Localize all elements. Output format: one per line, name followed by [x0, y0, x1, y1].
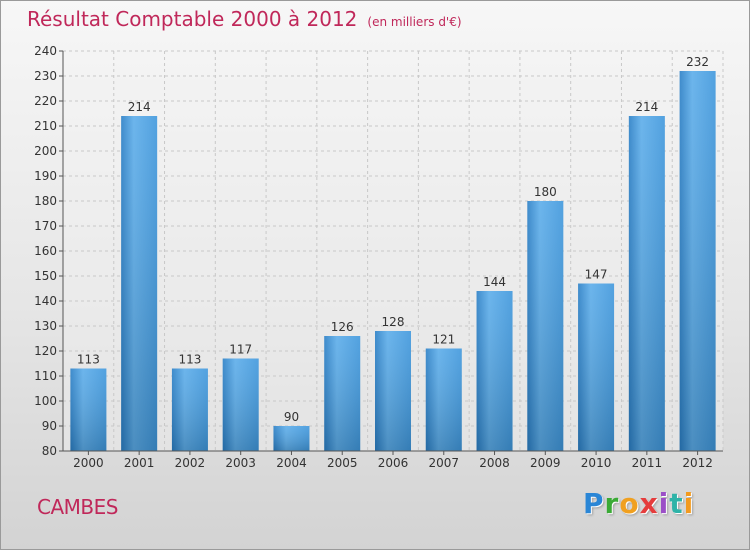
y-tick-label: 110: [34, 369, 57, 383]
bar-value-label: 232: [686, 55, 709, 69]
y-tick-label: 220: [34, 94, 57, 108]
bar-value-label: 180: [534, 185, 557, 199]
y-tick-label: 150: [34, 269, 57, 283]
y-tick-label: 130: [34, 319, 57, 333]
y-tick-label: 160: [34, 244, 57, 258]
y-tick-label: 80: [42, 444, 57, 458]
proxiti-logo: Proxiti: [583, 487, 694, 520]
labels: 80 90 100 110 120 130 140 150 160 170 180 190 200 210…: [34, 44, 713, 470]
y-tick-label: 230: [34, 69, 57, 83]
bar-shade: [628, 116, 665, 451]
logo-letter: o: [619, 487, 640, 520]
bar-shade: [476, 291, 513, 451]
axes: [59, 50, 723, 455]
x-tick-label: 2006: [378, 456, 409, 470]
bar-shade: [375, 331, 411, 451]
bar-value-label: 126: [331, 320, 354, 334]
bar-shade: [222, 358, 259, 451]
chart-subtitle: (en milliers d'€): [367, 15, 462, 29]
bar-shade: [425, 348, 462, 451]
logo-letter: r: [604, 487, 620, 520]
x-tick-label: 2002: [175, 456, 206, 470]
bar-shade: [121, 116, 158, 451]
y-tick-label: 240: [34, 44, 57, 58]
x-tick-label: 2004: [276, 456, 307, 470]
x-tick-label: 2003: [225, 456, 256, 470]
bar-value-label: 113: [178, 353, 201, 367]
logo-letter: i: [658, 487, 670, 520]
x-tick-label: 2012: [682, 456, 713, 470]
y-tick-label: 90: [42, 419, 57, 433]
bar-shade: [578, 283, 615, 451]
bar-value-label: 128: [382, 315, 405, 329]
x-tick-label: 2008: [479, 456, 510, 470]
bar-shade: [527, 201, 564, 451]
y-tick-label: 180: [34, 194, 57, 208]
logo-letter: t: [669, 487, 684, 520]
x-tick-label: 2009: [530, 456, 561, 470]
y-tick-label: 120: [34, 344, 57, 358]
bar-shade: [324, 336, 361, 451]
x-tick-label: 2007: [428, 456, 459, 470]
y-tick-label: 100: [34, 394, 57, 408]
logo-letter: i: [683, 487, 695, 520]
chart-title-text: Résultat Comptable 2000 à 2012: [27, 7, 358, 31]
bar-value-label: 113: [77, 353, 100, 367]
bar-value-label: 214: [635, 100, 658, 114]
commune-name: CAMBES: [37, 495, 118, 519]
x-tick-label: 2001: [124, 456, 155, 470]
x-tick-label: 2005: [327, 456, 358, 470]
bar-value-label: 90: [284, 410, 299, 424]
bar-value-label: 121: [432, 333, 455, 347]
y-tick-label: 190: [34, 169, 57, 183]
x-tick-label: 2011: [632, 456, 663, 470]
logo-letter: P: [583, 487, 605, 520]
y-tick-label: 170: [34, 219, 57, 233]
bar-value-label: 144: [483, 275, 506, 289]
bar-shade: [70, 368, 107, 451]
y-tick-label: 210: [34, 119, 57, 133]
logo-letter: x: [639, 487, 659, 520]
bar-shade: [171, 368, 208, 451]
y-tick-label: 140: [34, 294, 57, 308]
x-tick-label: 2000: [73, 456, 104, 470]
chart-title: Résultat Comptable 2000 à 2012 (en millie…: [27, 7, 462, 31]
bar-value-label: 117: [229, 343, 252, 357]
x-tick-label: 2010: [581, 456, 612, 470]
bar-shade: [273, 426, 310, 451]
bar-shade: [679, 71, 716, 451]
bars: [70, 71, 716, 451]
y-tick-label: 200: [34, 144, 57, 158]
bar-value-label: 147: [585, 268, 608, 282]
bar-value-label: 214: [128, 100, 151, 114]
